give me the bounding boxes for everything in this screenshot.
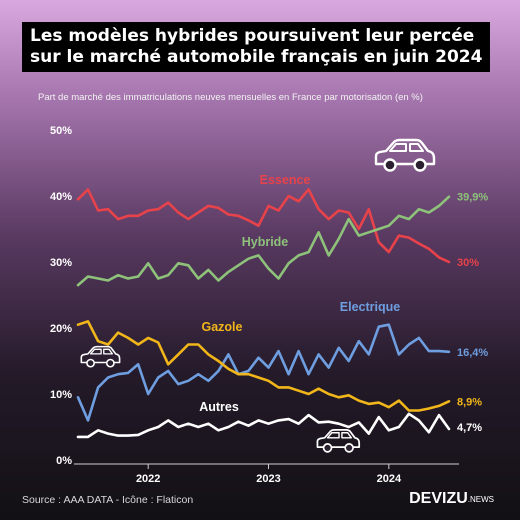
car-icon <box>316 429 361 453</box>
car-body <box>316 429 361 449</box>
x-tick-label: 2022 <box>136 473 160 485</box>
car-icons <box>80 138 436 453</box>
series-lines <box>76 188 451 439</box>
series-line-essence <box>76 188 451 264</box>
end-value-label: 30% <box>457 257 479 269</box>
brand-sub: .NEWS <box>467 495 494 504</box>
car-window <box>389 143 424 152</box>
car-window <box>326 432 352 439</box>
car-body <box>80 345 121 364</box>
axes: 0% 10% 20% 30% 40% 50% 2022 2023 2024 <box>50 125 459 485</box>
series-name-label: Autres <box>199 400 239 414</box>
x-tick-label: 2024 <box>377 473 402 485</box>
car-body <box>374 138 436 166</box>
brand-main: DEVIZU <box>409 490 468 507</box>
series-line-electrique <box>76 323 451 422</box>
car-wheel <box>105 358 115 368</box>
car-wheel <box>413 158 427 172</box>
car-wheel <box>344 443 354 453</box>
title-line-2: sur le marché automobile français en jui… <box>30 47 483 67</box>
end-value-label: 39,9% <box>457 192 488 204</box>
brand-logo: DEVIZU.NEWS <box>409 490 494 508</box>
car-wheel <box>383 158 397 172</box>
y-tick-label: 40% <box>50 191 72 203</box>
y-tick-label: 30% <box>50 257 72 269</box>
end-value-label: 8,9% <box>457 396 482 408</box>
car-wheel <box>86 358 95 368</box>
y-tick-label: 20% <box>50 323 72 335</box>
series-labels: Essence 30% Hybride 39,9% Electrique 16,4% Gaz… <box>199 173 488 434</box>
series-name-label: Hybride <box>242 235 289 249</box>
end-value-label: 16,4% <box>457 347 488 359</box>
y-tick-label: 0% <box>56 455 72 467</box>
series-line-gazole <box>76 320 451 412</box>
car-window <box>89 348 114 355</box>
series-name-label: Essence <box>260 173 311 187</box>
series-name-label: Gazole <box>202 320 243 334</box>
car-wheel <box>322 443 333 453</box>
x-tick-label: 2023 <box>256 473 280 485</box>
car-icon <box>80 345 121 368</box>
y-tick-label: 10% <box>50 389 72 401</box>
chart-title: Les modèles hybrides poursuivent leur pe… <box>22 22 491 72</box>
chart-subtitle: Part de marché des immatriculations neuv… <box>38 92 423 103</box>
series-line-hybride <box>76 195 451 287</box>
series-name-label: Electrique <box>340 300 400 314</box>
title-line-1: Les modèles hybrides poursuivent leur pe… <box>30 26 475 46</box>
car-icon <box>374 138 436 172</box>
y-tick-label: 50% <box>50 125 72 137</box>
source-note: Source : AAA DATA - Icône : Flaticon <box>22 494 194 506</box>
series-line-autres <box>76 412 451 439</box>
end-value-label: 4,7% <box>457 422 482 434</box>
